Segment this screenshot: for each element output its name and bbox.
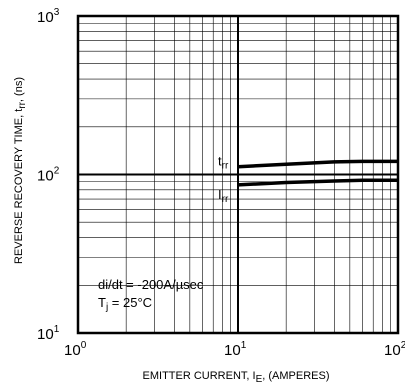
- major-grid: [78, 16, 398, 333]
- y-tick-label: 101: [37, 324, 60, 343]
- y-tick-label: 103: [37, 7, 60, 26]
- x-tick-label: 102: [384, 340, 405, 359]
- series-label-trr: trr: [218, 154, 229, 172]
- annotation-temperature: Tj = 25°C: [98, 295, 152, 313]
- series-label-irr: Irr: [218, 187, 229, 205]
- y-tick-label: 102: [37, 166, 60, 185]
- x-tick-label: 100: [64, 340, 87, 359]
- series-layer: [237, 159, 398, 187]
- y-axis-label: REVERSE RECOVERY TIME, trr, (ns): [13, 77, 28, 264]
- x-tick-label: 101: [224, 340, 247, 359]
- series-line-irr: [237, 178, 398, 187]
- series-line-trr: [237, 159, 398, 169]
- annotation-didt: di/dt = -200A/µsec: [98, 277, 204, 292]
- x-axis-label: EMITTER CURRENT, IE, (AMPERES): [143, 370, 330, 385]
- plot-frame: [76, 14, 400, 335]
